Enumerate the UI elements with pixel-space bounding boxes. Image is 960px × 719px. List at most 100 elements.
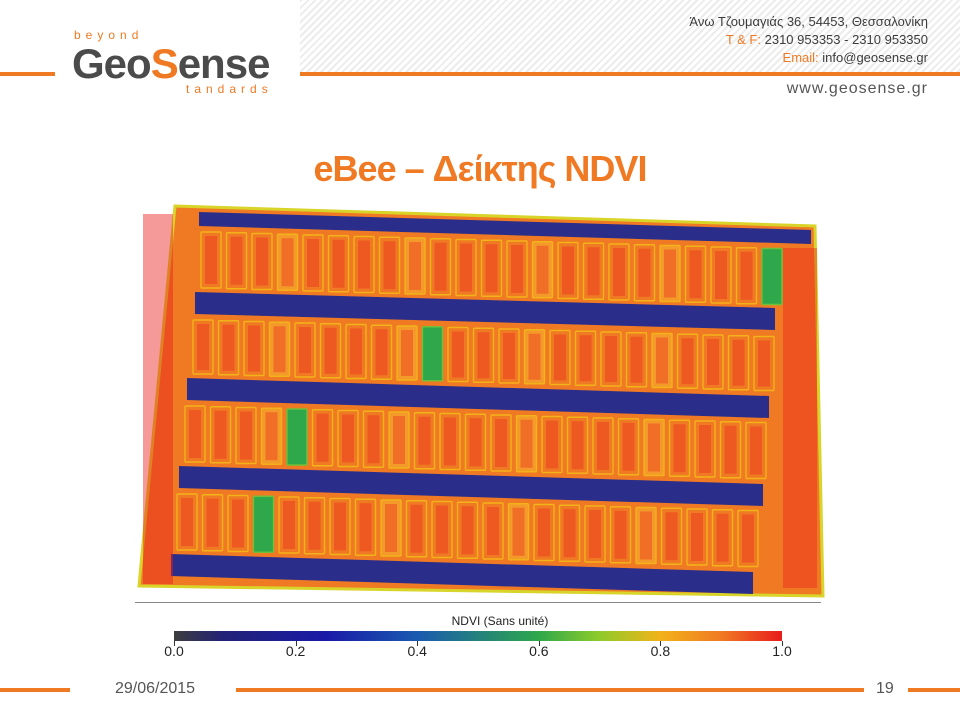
crop-plot xyxy=(506,240,528,298)
crop-plot xyxy=(378,236,401,294)
crop-plot xyxy=(362,410,385,468)
crop-plot xyxy=(252,495,275,553)
crop-plot-core xyxy=(554,334,566,381)
crop-plot xyxy=(737,509,759,568)
crop-plot-core xyxy=(724,425,737,474)
crop-plot xyxy=(643,418,665,477)
crop-plot xyxy=(345,323,367,380)
crop-plot xyxy=(370,324,393,380)
crop-plot-core xyxy=(232,499,244,548)
crop-plot-core xyxy=(214,410,227,459)
crop-plot-core xyxy=(638,248,651,297)
crop-plot-core xyxy=(503,333,515,379)
crop-plot xyxy=(694,420,716,478)
contact-phone-label: T & F: xyxy=(725,32,761,47)
legend-title: NDVI (Sans unité) xyxy=(451,614,549,628)
colorbar-tick xyxy=(538,641,540,646)
crop-plot-core xyxy=(385,504,397,552)
crop-plot-core xyxy=(332,239,345,288)
crop-plot xyxy=(421,326,444,382)
crop-plot xyxy=(557,241,579,300)
footer-rule-left xyxy=(0,688,70,692)
crop-plot-core xyxy=(707,339,719,385)
crop-plot xyxy=(490,414,512,472)
crop-plot-core xyxy=(562,246,574,295)
crop-plot-core xyxy=(444,417,456,466)
crop-plot-core xyxy=(622,422,635,471)
crop-plot-core xyxy=(460,243,472,292)
crop-plot-core xyxy=(265,412,278,461)
crop-plot-core xyxy=(308,501,321,550)
crop-plot xyxy=(480,239,503,297)
website-link[interactable]: www.geosense.gr xyxy=(786,80,928,97)
crop-plot-core xyxy=(477,332,490,379)
colorbar-ticks xyxy=(174,641,783,647)
crop-plot xyxy=(235,406,257,465)
crop-plot-core xyxy=(342,414,354,463)
crop-plot xyxy=(200,231,222,289)
colorbar-tick xyxy=(782,641,783,646)
field-edge-right xyxy=(783,248,817,588)
crop-plot xyxy=(609,506,632,564)
colorbar-tick-label: 0.0 xyxy=(164,643,184,659)
crop-plot-core xyxy=(452,331,464,378)
logo-tagline-bottom: tandards xyxy=(186,82,273,96)
crop-plot-core xyxy=(673,424,686,473)
pathway-strip xyxy=(199,212,811,244)
ndvi-map-image xyxy=(137,204,825,598)
crop-plot-core xyxy=(401,330,413,376)
crop-plot xyxy=(192,319,214,375)
crop-plot-core xyxy=(487,507,499,555)
crop-plot xyxy=(651,332,673,389)
crop-plot xyxy=(507,503,530,561)
crop-plot xyxy=(327,235,350,293)
crop-plot xyxy=(388,411,410,469)
slide-page-number: 19 xyxy=(876,680,894,697)
contact-email[interactable]: info@geosense.gr xyxy=(822,50,928,65)
pathway-strip xyxy=(187,378,769,418)
pathway-strip xyxy=(179,466,763,506)
crop-plot-core xyxy=(640,511,652,560)
field-edge-left xyxy=(143,214,173,584)
crop-plot-core xyxy=(538,508,550,557)
crop-plot xyxy=(541,415,563,474)
crop-plot xyxy=(719,421,742,479)
crop-plot-core xyxy=(222,324,235,371)
crop-plot xyxy=(268,321,291,377)
crop-plot-core xyxy=(316,413,329,462)
crop-plot xyxy=(396,325,418,381)
crop-plot-core xyxy=(699,425,711,473)
logo-wordmark: GeoSense xyxy=(72,40,270,88)
crop-plot xyxy=(413,412,436,470)
ndvi-map-frame xyxy=(135,200,825,600)
crop-plot-core xyxy=(613,248,625,296)
crop-plot-core xyxy=(579,335,592,382)
crop-plot-core xyxy=(367,415,380,464)
crop-plot xyxy=(353,235,375,294)
crop-plot xyxy=(209,406,232,464)
crop-plot xyxy=(710,246,732,304)
crop-plot-core xyxy=(281,238,294,287)
crop-plot-core xyxy=(571,421,584,470)
crop-plot xyxy=(329,497,351,556)
pathway-strip xyxy=(195,292,775,330)
crop-plot-core xyxy=(434,242,447,291)
crop-plot xyxy=(472,327,495,383)
crop-plot-core xyxy=(750,426,762,475)
crop-plot xyxy=(225,232,248,290)
crop-plot xyxy=(549,329,571,386)
crop-plot-core xyxy=(205,236,217,284)
crop-plot xyxy=(429,238,452,296)
header-hatch-pattern xyxy=(300,0,960,74)
crop-plot-core xyxy=(520,419,533,468)
crop-plot-core xyxy=(358,240,370,289)
crop-plot-core xyxy=(299,327,311,373)
crop-plot xyxy=(531,241,554,299)
crop-plot-core xyxy=(648,423,660,472)
crop-plot-core xyxy=(614,510,627,559)
crop-plot xyxy=(176,493,198,551)
crop-plot-core xyxy=(563,509,576,558)
pathway-strip xyxy=(171,554,753,594)
crop-plot-core xyxy=(283,501,295,549)
crop-plot-core xyxy=(206,498,219,547)
